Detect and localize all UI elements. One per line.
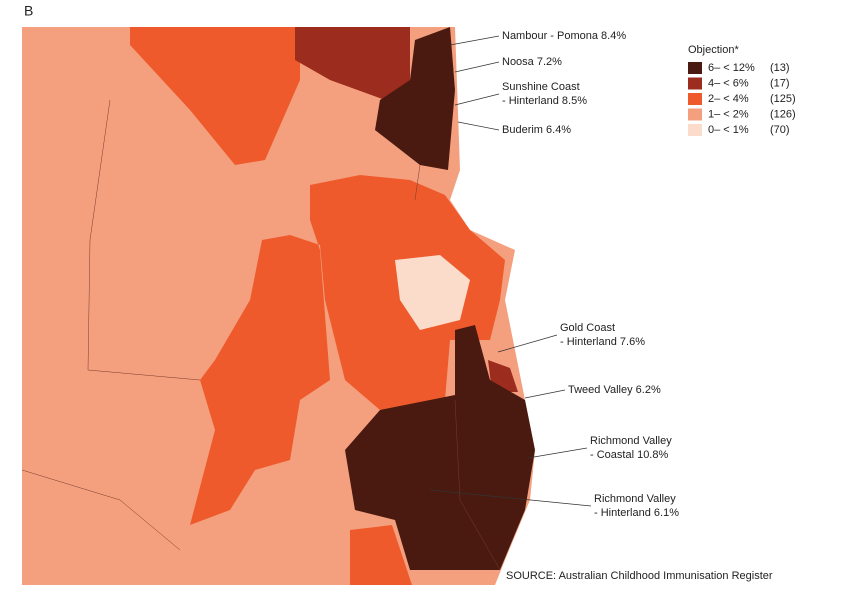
region-mid	[130, 27, 300, 165]
callout-label: - Coastal 10.8%	[590, 449, 668, 461]
callout-label: Sunshine Coast	[502, 81, 580, 93]
legend-swatch	[688, 62, 702, 74]
callout-label: Nambour - Pomona 8.4%	[502, 30, 626, 42]
leader-line	[527, 447, 588, 459]
region-border	[21, 99, 501, 571]
legend-count: (13)	[770, 62, 790, 74]
panel-label: B	[24, 3, 33, 19]
legend-count: (70)	[770, 124, 790, 136]
region-lowest	[395, 255, 470, 330]
callout-label: - Hinterland 7.6%	[560, 336, 645, 348]
legend-count: (125)	[770, 93, 796, 105]
region-highest	[375, 27, 455, 170]
legend-count: (17)	[770, 77, 790, 89]
leader-line	[454, 93, 500, 106]
map	[21, 27, 535, 585]
callouts: Nambour - Pomona 8.4% Noosa 7.2% Sunshine …	[429, 30, 679, 519]
callout-label: Gold Coast	[560, 322, 615, 334]
region-mid	[350, 525, 412, 585]
callout-label: - Hinterland 6.1%	[594, 507, 679, 519]
legend-label: 0– < 1%	[708, 124, 749, 136]
leader-line	[457, 121, 500, 131]
leader-line	[449, 35, 500, 46]
callout-label: Richmond Valley	[594, 493, 676, 505]
legend-swatch	[688, 124, 702, 136]
legend-swatch	[688, 93, 702, 105]
region-high	[295, 27, 410, 100]
legend-title: Objection*	[688, 44, 739, 56]
callout-label: Richmond Valley	[590, 435, 672, 447]
leader-line	[497, 334, 558, 353]
legend-swatch	[688, 108, 702, 121]
region-highest	[345, 325, 535, 570]
legend-swatch	[688, 77, 702, 90]
legend: Objection* 6– < 12% (13) 4– < 6% (17) 2– < 4…	[688, 44, 796, 136]
callout-label: Tweed Valley 6.2%	[568, 384, 661, 396]
leader-line	[524, 389, 566, 399]
legend-label: 4– < 6%	[708, 77, 749, 89]
legend-count: (126)	[770, 108, 796, 120]
callout-label: Buderim 6.4%	[502, 124, 571, 136]
leader-line	[429, 489, 592, 507]
callout-label: - Hinterland 8.5%	[502, 95, 587, 107]
source-note: SOURCE: Australian Childhood Immunisatio…	[506, 570, 773, 582]
legend-label: 2– < 4%	[708, 93, 749, 105]
legend-label: 1– < 2%	[708, 108, 749, 120]
leader-line	[454, 61, 500, 73]
legend-label: 6– < 12%	[708, 62, 755, 74]
callout-label: Noosa 7.2%	[502, 56, 562, 68]
